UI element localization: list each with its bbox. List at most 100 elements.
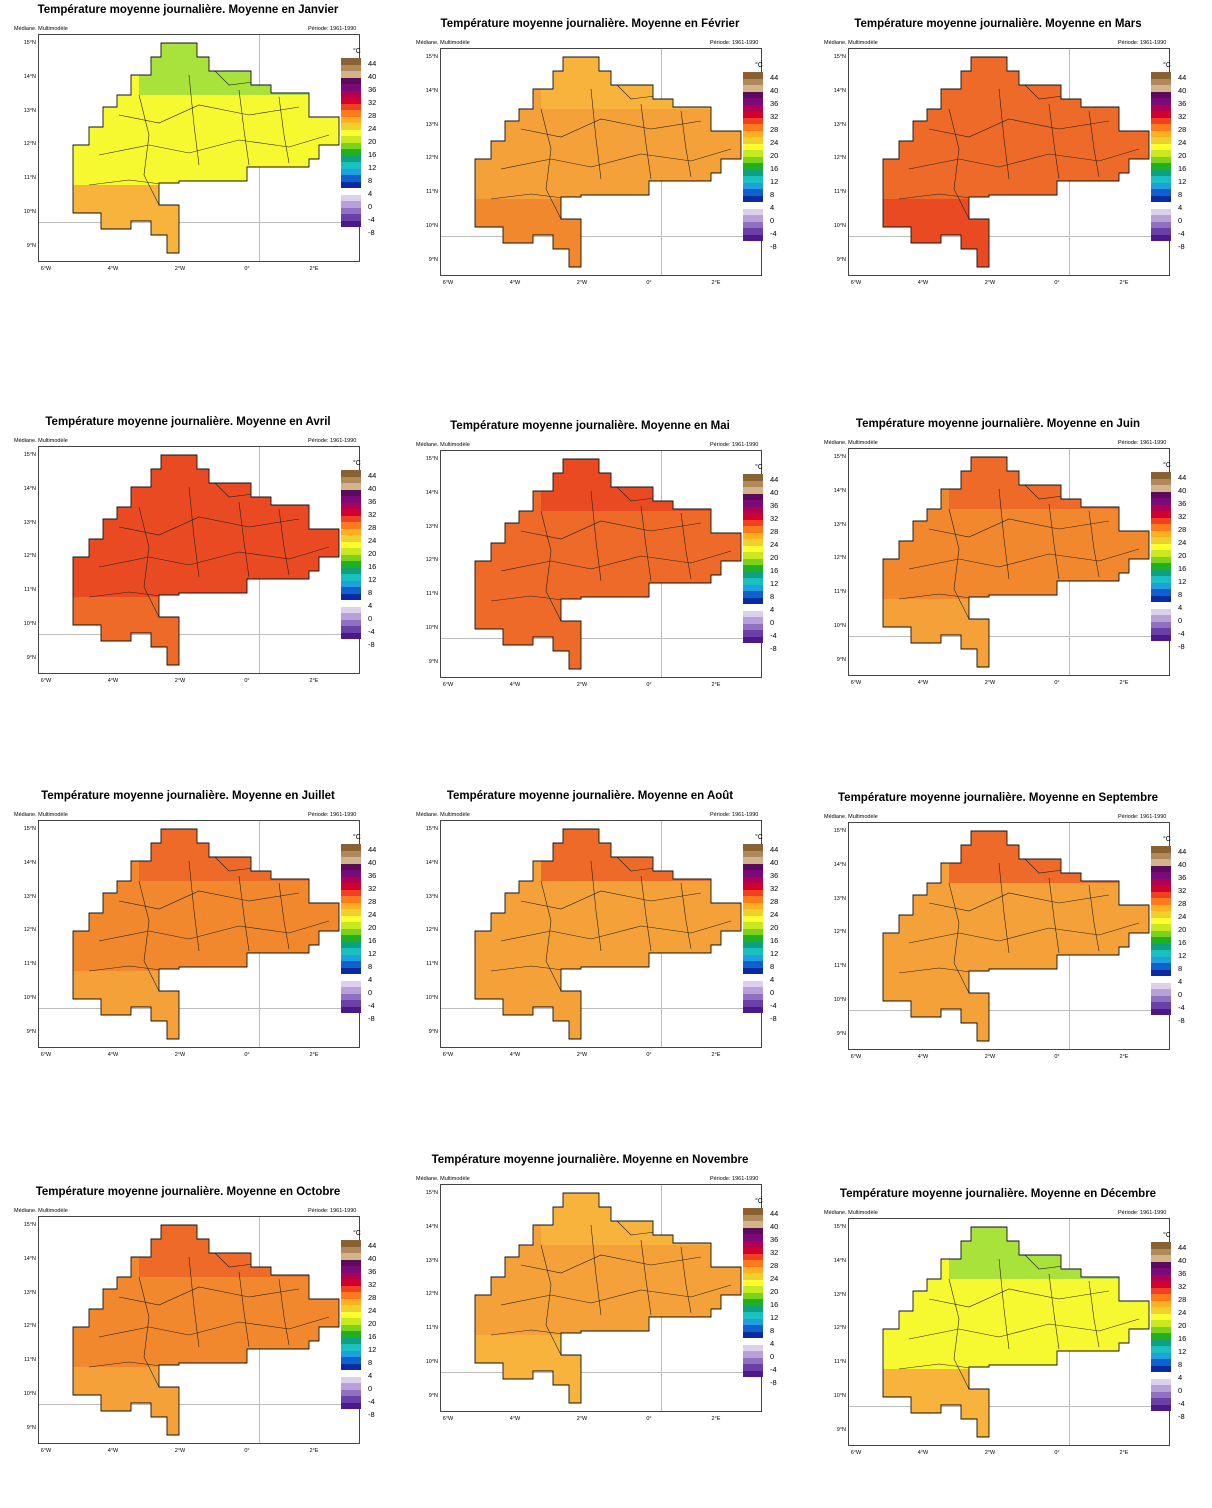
colorbar-label: 16 — [1178, 564, 1187, 573]
colorbar-step — [341, 515, 361, 522]
panel-title: Température moyenne journalière. Moyenne… — [838, 792, 1158, 804]
colorbar — [341, 58, 361, 227]
region-fill-north — [541, 829, 721, 881]
colorbar-step — [743, 215, 763, 222]
colorbar-step — [1151, 1261, 1171, 1268]
colorbar-label: 36 — [368, 497, 377, 506]
region-fill-south — [883, 1369, 999, 1437]
colorbar-step — [341, 980, 361, 987]
lat-tick-label: 10°N — [425, 625, 438, 631]
colorbar-step — [341, 941, 361, 948]
lon-tick-label: 2°E — [711, 1416, 721, 1422]
province-border — [1088, 510, 1100, 578]
colorbar-step — [1151, 234, 1171, 241]
period-label: Période: 1961-1990 — [710, 40, 759, 46]
colorbar-label: 40 — [770, 1222, 779, 1231]
model-label: Médiane. Multimodèle — [14, 438, 68, 444]
lon-tick-label: 2°E — [309, 266, 319, 272]
colorbar-step — [1151, 1248, 1171, 1255]
colorbar-step — [1151, 602, 1171, 609]
lon-tick-label: 2°W — [576, 1052, 588, 1058]
colorbar-step — [1151, 130, 1171, 137]
colorbar-step — [1151, 891, 1171, 898]
colorbar-step — [1151, 163, 1171, 170]
province-border — [908, 922, 1140, 944]
colorbar-step — [743, 137, 763, 144]
temperature-map — [474, 458, 742, 670]
panel-title: Température moyenne journalière. Moyenne… — [854, 18, 1142, 30]
lat-tick-label: 11°N — [426, 189, 438, 196]
colorbar-step — [1151, 85, 1171, 92]
province-border — [98, 920, 330, 942]
colorbar-step — [743, 558, 763, 565]
colorbar-step — [743, 896, 763, 903]
colorbar-label: 44 — [770, 73, 779, 82]
colorbar-label: 20 — [1178, 925, 1187, 934]
colorbar-step — [341, 470, 361, 477]
province-border — [98, 134, 330, 156]
lat-tick-label: 11°N — [834, 963, 846, 970]
colorbar-step — [341, 1292, 361, 1299]
lat-tick-label: 15°N — [425, 54, 438, 60]
lon-tick-label: 6°W — [850, 1054, 862, 1060]
colorbar-label: 40 — [1178, 86, 1187, 95]
colorbar-step — [341, 1266, 361, 1273]
colorbar-label: 20 — [368, 549, 377, 558]
lat-tick-label: 12°N — [425, 557, 438, 564]
colorbar-label: 28 — [368, 1293, 377, 1302]
colorbar-label: 4 — [1178, 203, 1183, 212]
colorbar-label: 0 — [770, 988, 775, 997]
colorbar-step — [1151, 995, 1171, 1002]
colorbar-step — [743, 604, 763, 611]
colorbar-label: 0 — [770, 216, 775, 225]
period-label: Période: 1961-1990 — [710, 812, 759, 818]
model-label: Médiane. Multimodèle — [824, 1210, 878, 1216]
colorbar-step — [1151, 589, 1171, 596]
gridline-10n — [441, 1372, 761, 1373]
lon-tick-label: 4°W — [107, 1448, 119, 1454]
map-frame — [848, 1218, 1170, 1446]
temperature-map — [882, 1226, 1150, 1438]
colorbar-label: 28 — [1178, 1295, 1187, 1304]
colorbar-step — [743, 928, 763, 935]
month-panel: Température moyenne journalière. Moyenne… — [8, 4, 388, 324]
colorbar-step — [341, 509, 361, 516]
colorbar-label: 12 — [1178, 951, 1187, 960]
colorbar-label: 0 — [1178, 216, 1183, 225]
colorbar-step — [743, 150, 763, 157]
unit-label: °C — [755, 1198, 763, 1205]
colorbar-label: 8 — [368, 1358, 373, 1367]
colorbar-step — [1151, 98, 1171, 105]
month-panel: Température moyenne journalière. Moyenne… — [8, 416, 388, 736]
colorbar-step — [341, 541, 361, 548]
province-border — [1088, 110, 1100, 178]
lat-tick-label: 15°N — [23, 40, 36, 46]
colorbar-label: 20 — [770, 923, 779, 932]
temperature-map — [474, 828, 742, 1040]
lon-tick-label: 4°W — [917, 680, 929, 686]
lat-tick-label: 14°N — [23, 73, 36, 80]
colorbar-step — [743, 1305, 763, 1312]
colorbar-step — [341, 967, 361, 974]
colorbar-step — [1151, 563, 1171, 570]
unit-label: °C — [755, 834, 763, 841]
province-border — [1048, 877, 1060, 954]
lon-tick-label: 2°W — [984, 1054, 996, 1060]
lon-tick-label: 2°W — [174, 1448, 186, 1454]
unit-label: °C — [1163, 462, 1171, 469]
province-border — [238, 1271, 250, 1348]
colorbar-step — [341, 1363, 361, 1370]
colorbar-step — [341, 181, 361, 188]
colorbar-step — [341, 496, 361, 503]
lon-tick-label: 6°W — [850, 1450, 862, 1456]
province-border — [908, 548, 1140, 570]
model-label: Médiane. Multimodèle — [824, 40, 878, 46]
colorbar-step — [1151, 1008, 1171, 1015]
model-label: Médiane. Multimodèle — [14, 26, 68, 32]
province-border — [640, 103, 652, 180]
lat-tick-label: 12°N — [23, 141, 36, 148]
colorbar-label: 28 — [770, 897, 779, 906]
colorbar-step — [743, 1006, 763, 1013]
colorbar-step — [1151, 1391, 1171, 1398]
colorbar-label: 8 — [770, 962, 775, 971]
